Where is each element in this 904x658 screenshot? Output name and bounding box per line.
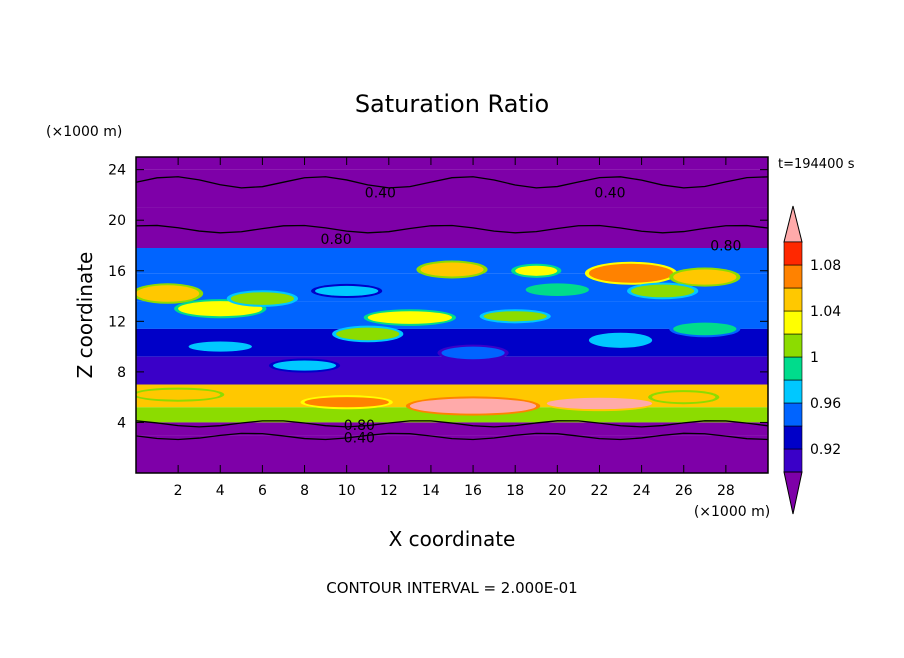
y-tick-label-4: 4 bbox=[117, 415, 126, 431]
contour-label-2: 0.80 bbox=[321, 232, 352, 248]
y-tick-label-8: 8 bbox=[117, 365, 126, 381]
contour-line-3 bbox=[136, 432, 768, 441]
blob-3 bbox=[315, 285, 379, 297]
x-tick-label-2: 2 bbox=[174, 483, 183, 499]
colorbar-segment-9 bbox=[783, 241, 803, 266]
band-2 bbox=[136, 207, 768, 249]
colorbar-top-arrow bbox=[783, 205, 803, 243]
time-label: t=194400 s bbox=[778, 157, 855, 172]
band-10 bbox=[136, 422, 768, 436]
x-tick-label-12: 12 bbox=[380, 483, 398, 499]
blob-7 bbox=[515, 265, 558, 276]
colorbar-segment-0 bbox=[783, 448, 803, 473]
blob-5 bbox=[483, 311, 547, 322]
blob-15 bbox=[673, 322, 737, 336]
blob-13 bbox=[336, 327, 400, 341]
band-11 bbox=[136, 435, 768, 473]
x-tick-label-14: 14 bbox=[422, 483, 440, 499]
y-tick-label-24: 24 bbox=[108, 163, 126, 179]
x-tick-label-22: 22 bbox=[591, 483, 609, 499]
x-tick-label-18: 18 bbox=[506, 483, 524, 499]
y-tick-label-16: 16 bbox=[108, 264, 126, 280]
colorbar-label-0: 0.92 bbox=[810, 442, 841, 458]
contour-label-4: 0.80 bbox=[344, 418, 375, 434]
colorbar-segment-4 bbox=[783, 356, 803, 381]
blob-20 bbox=[546, 397, 653, 410]
band-0 bbox=[136, 157, 768, 170]
blob-6 bbox=[420, 262, 484, 277]
colorbar-segment-8 bbox=[783, 264, 803, 289]
chart-title: Saturation Ratio bbox=[355, 90, 549, 118]
x-tick-label-26: 26 bbox=[675, 483, 693, 499]
x-tick-label-24: 24 bbox=[633, 483, 651, 499]
colorbar-segment-7 bbox=[783, 287, 803, 312]
colorbar-segment-5 bbox=[783, 333, 803, 358]
contour-label-3: 0.80 bbox=[710, 238, 741, 254]
blob-22 bbox=[652, 392, 716, 403]
blob-14 bbox=[588, 332, 653, 348]
colorbar-label-1: 0.96 bbox=[810, 396, 841, 412]
colorbar-segment-6 bbox=[783, 310, 803, 335]
plot-frame bbox=[135, 156, 769, 474]
x-tick-label-28: 28 bbox=[717, 483, 735, 499]
blob-2 bbox=[230, 292, 294, 305]
contour-line-0 bbox=[136, 176, 768, 189]
colorbar-segment-3 bbox=[783, 379, 803, 404]
blob-0 bbox=[136, 285, 200, 302]
y-unit-label: (×1000 m) bbox=[46, 124, 122, 140]
contour-interval-footer: CONTOUR INTERVAL = 2.000E-01 bbox=[326, 579, 577, 597]
blob-4 bbox=[367, 311, 452, 324]
contour-label-5: 0.40 bbox=[344, 431, 375, 447]
x-tick-label-4: 4 bbox=[216, 483, 225, 499]
blob-11 bbox=[525, 283, 589, 297]
contour-line-2 bbox=[136, 420, 768, 428]
plot-area bbox=[136, 157, 768, 473]
colorbar-label-3: 1.04 bbox=[810, 304, 841, 320]
colorbar-bottom-arrow bbox=[783, 471, 803, 515]
y-axis-label: Z coordinate bbox=[73, 252, 97, 379]
band-7 bbox=[136, 356, 768, 385]
blob-8 bbox=[588, 263, 674, 283]
x-axis-label: X coordinate bbox=[389, 527, 516, 551]
colorbar-label-2: 1 bbox=[810, 350, 819, 366]
blob-12 bbox=[188, 341, 252, 352]
colorbar: 0.92 0.96 1 1.04 1.08 bbox=[783, 205, 841, 515]
contour-line-1 bbox=[136, 224, 768, 234]
blob-16 bbox=[272, 360, 337, 371]
blob-17 bbox=[441, 346, 505, 360]
x-tick-label-10: 10 bbox=[338, 483, 356, 499]
blob-9 bbox=[673, 269, 737, 285]
x-tick-label-8: 8 bbox=[300, 483, 309, 499]
y-tick-label-12: 12 bbox=[108, 314, 126, 330]
colorbar-segment-1 bbox=[783, 425, 803, 450]
colorbar-label-4: 1.08 bbox=[810, 258, 841, 274]
y-tick-label-20: 20 bbox=[108, 213, 126, 229]
contour-label-1: 0.40 bbox=[594, 185, 625, 201]
x-tick-label-16: 16 bbox=[464, 483, 482, 499]
blob-19 bbox=[409, 398, 537, 414]
x-unit-label: (×1000 m) bbox=[694, 504, 770, 520]
x-tick-label-20: 20 bbox=[548, 483, 566, 499]
blob-10 bbox=[631, 284, 695, 298]
colorbar-segment-2 bbox=[783, 402, 803, 427]
blob-18 bbox=[304, 397, 389, 408]
band-1 bbox=[136, 169, 768, 208]
contour-label-0: 0.40 bbox=[365, 185, 396, 201]
x-tick-label-6: 6 bbox=[258, 483, 267, 499]
blob-21 bbox=[136, 389, 221, 400]
